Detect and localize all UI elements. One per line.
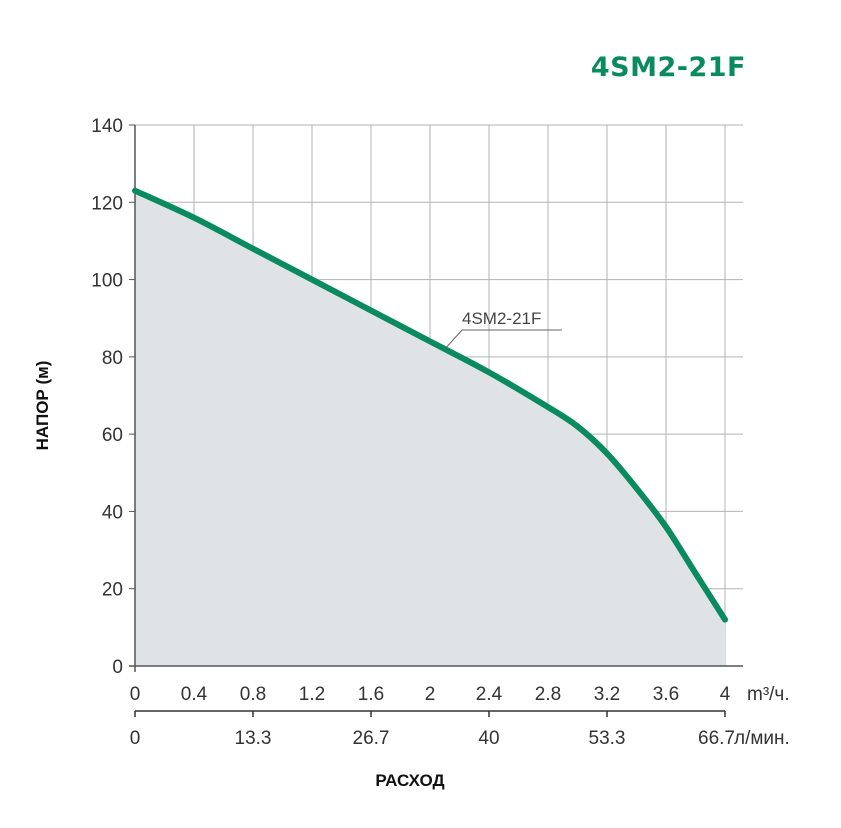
y-tick-label: 100 <box>91 271 123 292</box>
series-label: 4SM2-21F <box>462 309 541 328</box>
x-tick-label: 4 <box>720 684 731 705</box>
x2-tick-label: 13.3 <box>235 728 272 749</box>
x-axis-label: РАСХОД <box>375 771 444 790</box>
x-tick-label: 0.4 <box>181 684 208 705</box>
axes <box>129 124 743 712</box>
x2-tick-label: 53.3 <box>589 728 626 749</box>
x2-unit-label: л/мин. <box>734 728 790 749</box>
y-tick-label: 80 <box>102 348 123 369</box>
y-axis-label: НАПОР (м) <box>33 361 52 451</box>
y-tick-label: 40 <box>102 502 123 523</box>
x2-tick-label: 66.7 <box>698 728 735 749</box>
x2-tick-label: 26.7 <box>353 728 390 749</box>
y-tick-label: 60 <box>102 425 123 446</box>
x-unit-label: m³/ч. <box>747 684 790 705</box>
x-tick-label: 1.2 <box>299 684 325 705</box>
y-tick-labels: 0 20 40 60 80 100 120 140 <box>91 116 123 678</box>
x-tick-label: 2.8 <box>535 684 561 705</box>
x-tick-label: 3.6 <box>653 684 679 705</box>
x2-tick-label: 0 <box>130 728 141 749</box>
x-tick-label: 0.8 <box>240 684 266 705</box>
curve-area-fill <box>135 190 725 666</box>
x-tick-label: 2.4 <box>476 684 503 705</box>
x-tick-label: 3.2 <box>594 684 620 705</box>
x-tick-label: 2 <box>425 684 436 705</box>
series-curve-4SM2-21F <box>132 187 728 623</box>
y-tick-label: 120 <box>91 193 123 214</box>
x-tick-label: 1.6 <box>358 684 384 705</box>
y-tick-label: 0 <box>112 657 123 678</box>
series-label-group: 4SM2-21F <box>444 309 562 350</box>
series-label-leader <box>444 329 562 350</box>
chart-title: 4SM2-21F <box>590 52 746 83</box>
x-tick-label: 0 <box>130 684 141 705</box>
y-tick-label: 20 <box>102 580 123 601</box>
x-tick-labels: 0 0.4 0.8 1.2 1.6 2 2.4 2.8 3.2 3.6 4 <box>130 684 731 705</box>
x2-tick-label: 40 <box>478 728 499 749</box>
y-tick-label: 140 <box>91 116 123 137</box>
x2-tick-labels: 0 13.3 26.7 40 53.3 66.7 <box>130 711 735 749</box>
